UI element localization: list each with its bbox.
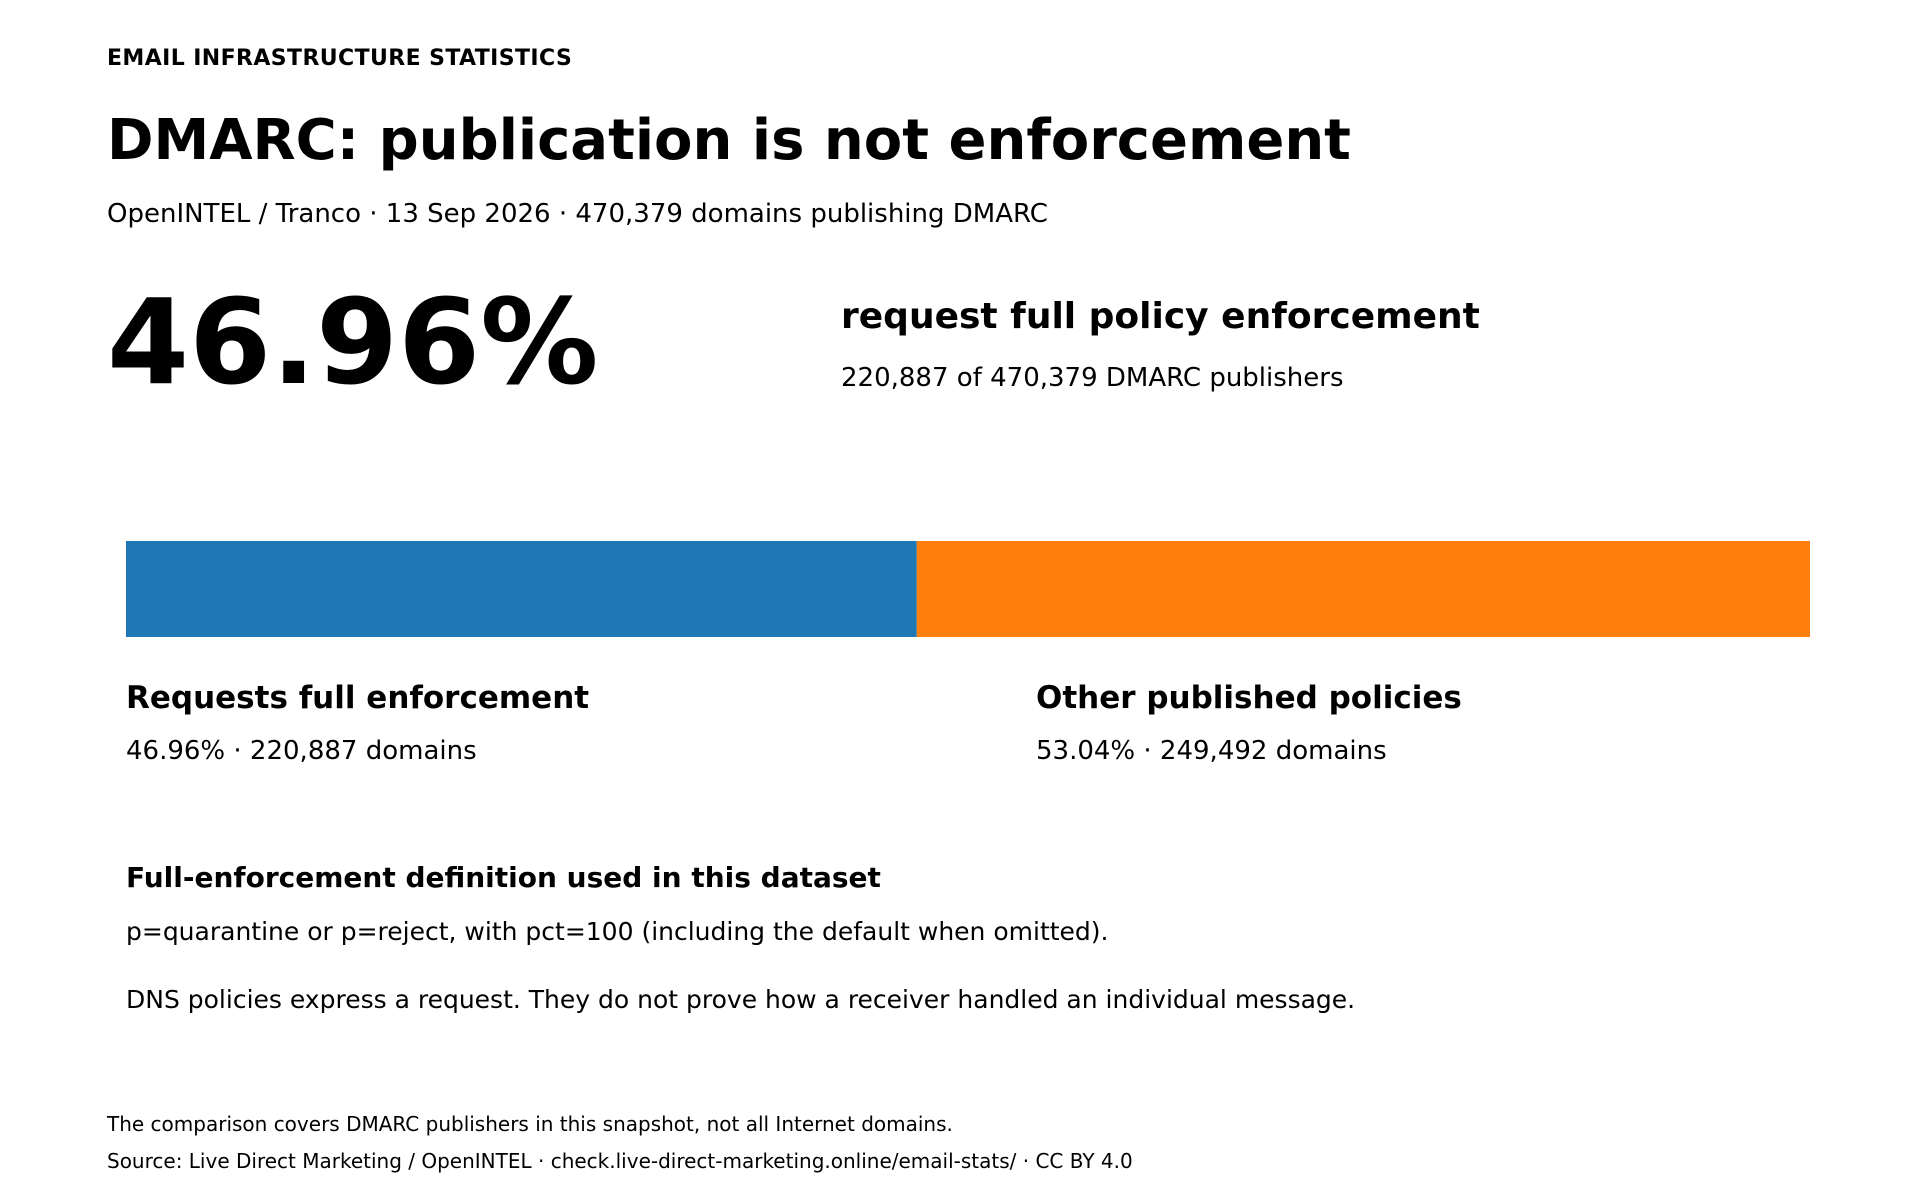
page-title: DMARC: publication is not enforcement	[107, 108, 1351, 173]
footer-source: Source: Live Direct Marketing / OpenINTE…	[107, 1149, 1133, 1173]
legend-title-enforced: Requests full enforcement	[126, 680, 590, 716]
eyebrow-label: EMAIL INFRASTRUCTURE STATISTICS	[107, 46, 573, 71]
footer-scope-note: The comparison covers DMARC publishers i…	[107, 1112, 953, 1136]
headline-value: 46.96%	[107, 273, 599, 411]
headline-label: request full policy enforcement	[841, 296, 1480, 337]
legend-title-other: Other published policies	[1036, 680, 1462, 716]
bar-segment-other	[916, 541, 1810, 637]
stacked-bar-chart	[126, 541, 1810, 637]
page-subtitle: OpenINTEL / Tranco · 13 Sep 2026 · 470,3…	[107, 199, 1048, 229]
definition-text: p=quarantine or p=reject, with pct=100 (…	[126, 917, 1109, 946]
definition-note: DNS policies express a request. They do …	[126, 985, 1356, 1014]
definition-title: Full-enforcement definition used in this…	[126, 861, 881, 894]
legend-detail-other: 53.04% · 249,492 domains	[1036, 736, 1387, 766]
bar-segment-enforced	[126, 541, 917, 637]
headline-detail: 220,887 of 470,379 DMARC publishers	[841, 363, 1344, 393]
legend-detail-enforced: 46.96% · 220,887 domains	[126, 736, 477, 766]
